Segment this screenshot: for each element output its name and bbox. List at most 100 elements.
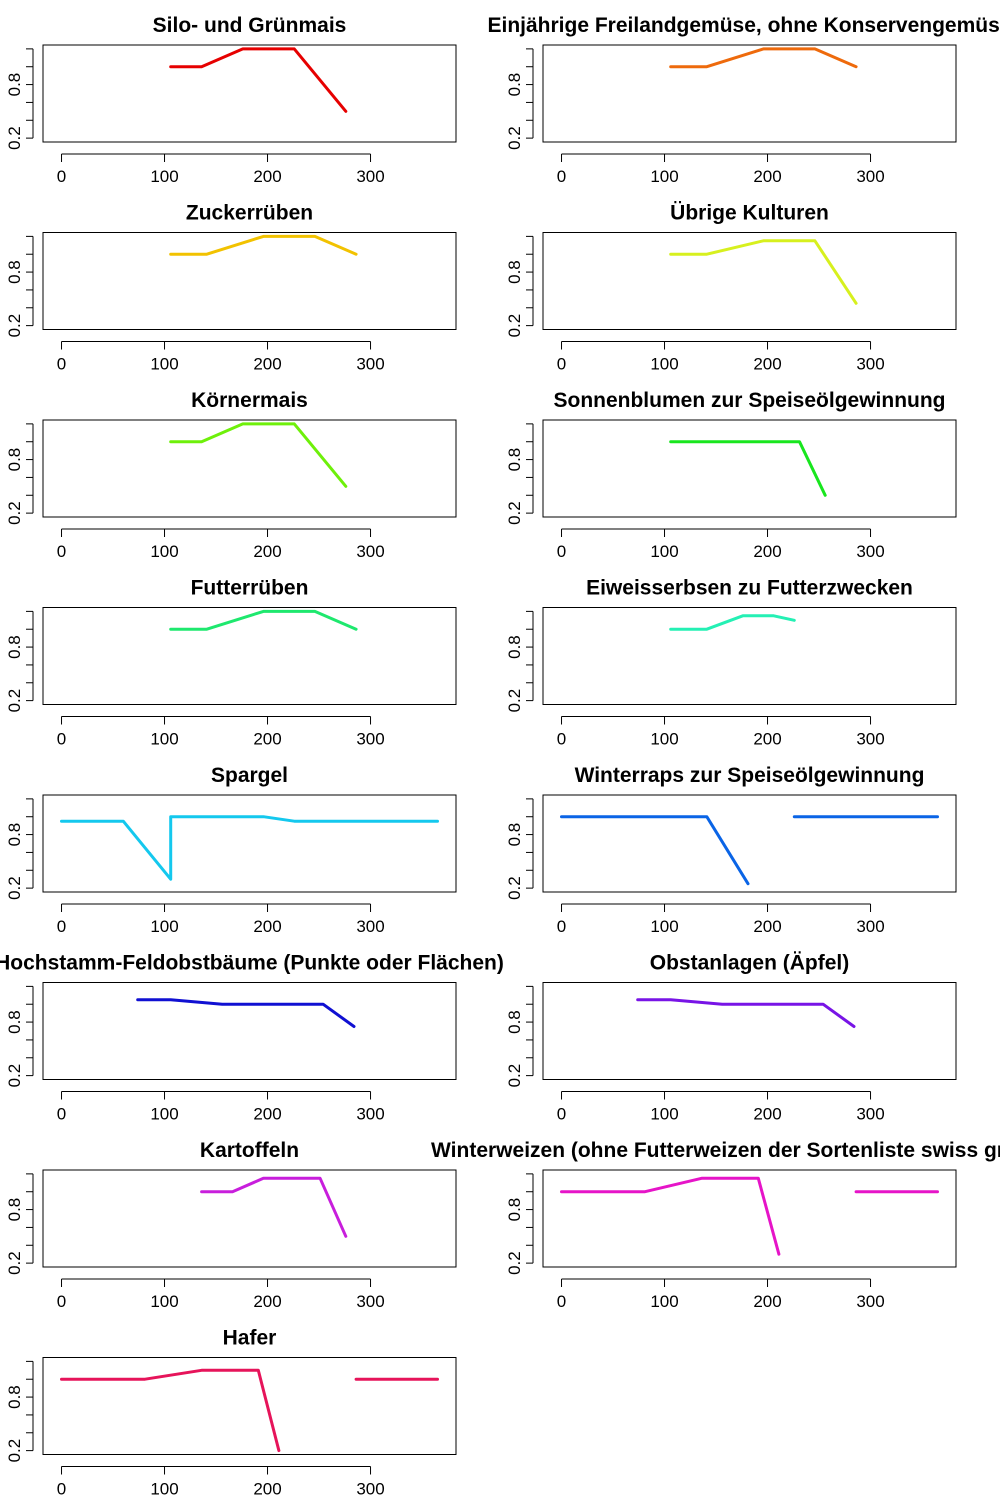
x-tick-label: 200 — [253, 355, 281, 374]
x-tick-label: 300 — [856, 355, 884, 374]
x-tick-label: 0 — [557, 1292, 566, 1311]
x-tick-label: 300 — [356, 730, 384, 749]
panel-8: Spargel 0 100 200 300 0.2 0.8 — [5, 764, 457, 936]
series-line-segment — [669, 614, 796, 631]
panel-title: Hochstamm-Feldobstbäume (Punkte oder Flä… — [0, 952, 504, 975]
x-tick-label: 200 — [253, 167, 281, 186]
x-tick-label: 300 — [856, 1292, 884, 1311]
x-tick-label: 100 — [650, 167, 678, 186]
x-tick-label: 100 — [150, 167, 178, 186]
y-tick-label: 0.2 — [505, 501, 524, 525]
panel-9: Winterraps zur Speiseölgewinnung 0 100 200 3… — [505, 764, 957, 936]
series-line-segment — [560, 1176, 781, 1256]
y-tick-label: 0.2 — [5, 876, 24, 900]
x-tick-label: 200 — [753, 1105, 781, 1124]
y-tick-label: 0.8 — [505, 823, 524, 847]
x-tick-label: 0 — [57, 1105, 66, 1124]
series-line-segment — [669, 47, 858, 69]
panel-title: Winterweizen (ohne Futterweizen der Sort… — [431, 1139, 1000, 1162]
x-tick-label: 200 — [253, 917, 281, 936]
x-tick-label: 0 — [57, 1292, 66, 1311]
x-tick-label: 0 — [557, 355, 566, 374]
y-tick-label: 0.2 — [505, 314, 524, 338]
panel-title: Winterraps zur Speiseölgewinnung — [575, 764, 925, 787]
x-tick-label: 0 — [57, 1480, 66, 1499]
panel-6: Futterrüben 0 100 200 300 0.2 0.8 — [5, 577, 457, 749]
panel-3: Übrige Kulturen 0 100 200 300 0.2 0.8 — [505, 202, 957, 374]
x-tick-label: 0 — [557, 730, 566, 749]
panel-title: Spargel — [211, 764, 288, 787]
x-tick-label: 0 — [557, 542, 566, 561]
x-tick-label: 300 — [356, 917, 384, 936]
series-line-segment — [169, 234, 358, 256]
panel-14: Hafer 0 100 200 300 0.2 0.8 — [5, 1327, 457, 1499]
series-line-segment — [560, 815, 750, 886]
y-tick-label: 0.8 — [505, 1010, 524, 1034]
plot-frame — [542, 794, 957, 893]
series-line-segment — [60, 815, 439, 881]
panel-title: Hafer — [223, 1327, 277, 1350]
x-tick-label: 100 — [650, 542, 678, 561]
y-tick-label: 0.2 — [505, 1251, 524, 1275]
x-tick-label: 100 — [650, 917, 678, 936]
x-tick-label: 100 — [150, 1292, 178, 1311]
x-tick-label: 100 — [150, 1480, 178, 1499]
panel-title: Eiweisserbsen zu Futterzwecken — [586, 577, 913, 600]
series-line-segment — [636, 998, 856, 1028]
x-tick-label: 300 — [356, 1480, 384, 1499]
x-tick-label: 200 — [253, 1292, 281, 1311]
y-tick-label: 0.8 — [5, 823, 24, 847]
x-tick-label: 300 — [356, 1105, 384, 1124]
plot-frame — [42, 607, 457, 705]
x-tick-label: 100 — [650, 1292, 678, 1311]
panel-title: Futterrüben — [191, 577, 309, 600]
x-tick-label: 200 — [753, 355, 781, 374]
panel-4: Körnermais 0 100 200 300 0.2 0.8 — [5, 389, 457, 561]
plot-frame — [542, 1169, 957, 1268]
x-tick-label: 100 — [150, 730, 178, 749]
x-tick-label: 100 — [150, 1105, 178, 1124]
panel-2: Zuckerrüben 0 100 200 300 0.2 0.8 — [5, 202, 457, 374]
x-tick-label: 200 — [753, 167, 781, 186]
x-tick-label: 0 — [557, 917, 566, 936]
x-tick-label: 300 — [356, 355, 384, 374]
panel-13: Winterweizen (ohne Futterweizen der Sort… — [431, 1139, 1000, 1311]
x-tick-label: 0 — [57, 542, 66, 561]
plot-frame — [42, 1169, 457, 1268]
y-tick-label: 0.2 — [5, 1439, 24, 1463]
x-tick-label: 0 — [557, 167, 566, 186]
panel-title: Obstanlagen (Äpfel) — [650, 952, 850, 975]
panel-title: Übrige Kulturen — [670, 202, 829, 225]
x-tick-label: 100 — [150, 917, 178, 936]
x-tick-label: 300 — [356, 542, 384, 561]
x-tick-label: 300 — [856, 917, 884, 936]
y-tick-label: 0.2 — [5, 689, 24, 713]
x-tick-label: 300 — [356, 1292, 384, 1311]
y-tick-label: 0.2 — [505, 689, 524, 713]
y-tick-label: 0.8 — [505, 635, 524, 659]
panel-title: Zuckerrüben — [186, 202, 313, 225]
x-tick-label: 0 — [557, 1105, 566, 1124]
series-line-segment — [669, 440, 827, 497]
y-tick-label: 0.2 — [5, 126, 24, 150]
y-tick-label: 0.8 — [5, 260, 24, 284]
series-line-segment — [669, 239, 858, 305]
x-tick-label: 0 — [57, 167, 66, 186]
y-tick-label: 0.8 — [5, 1385, 24, 1409]
y-tick-label: 0.2 — [505, 1064, 524, 1088]
plot-frame — [42, 1357, 457, 1455]
plot-frame — [42, 232, 457, 330]
plot-frame — [42, 794, 457, 893]
x-tick-label: 300 — [856, 167, 884, 186]
x-tick-label: 200 — [753, 1292, 781, 1311]
x-tick-label: 0 — [57, 917, 66, 936]
panel-title: Silo- und Grünmais — [153, 14, 347, 37]
panel-0: Silo- und Grünmais 0 100 200 300 0.2 0.8 — [5, 14, 457, 186]
series-line-segment — [60, 1368, 281, 1453]
panel-title: Sonnenblumen zur Speiseölgewinnung — [553, 389, 945, 412]
x-tick-label: 200 — [253, 542, 281, 561]
y-tick-label: 0.8 — [5, 1198, 24, 1222]
plot-frame — [42, 982, 457, 1080]
x-tick-label: 300 — [856, 1105, 884, 1124]
